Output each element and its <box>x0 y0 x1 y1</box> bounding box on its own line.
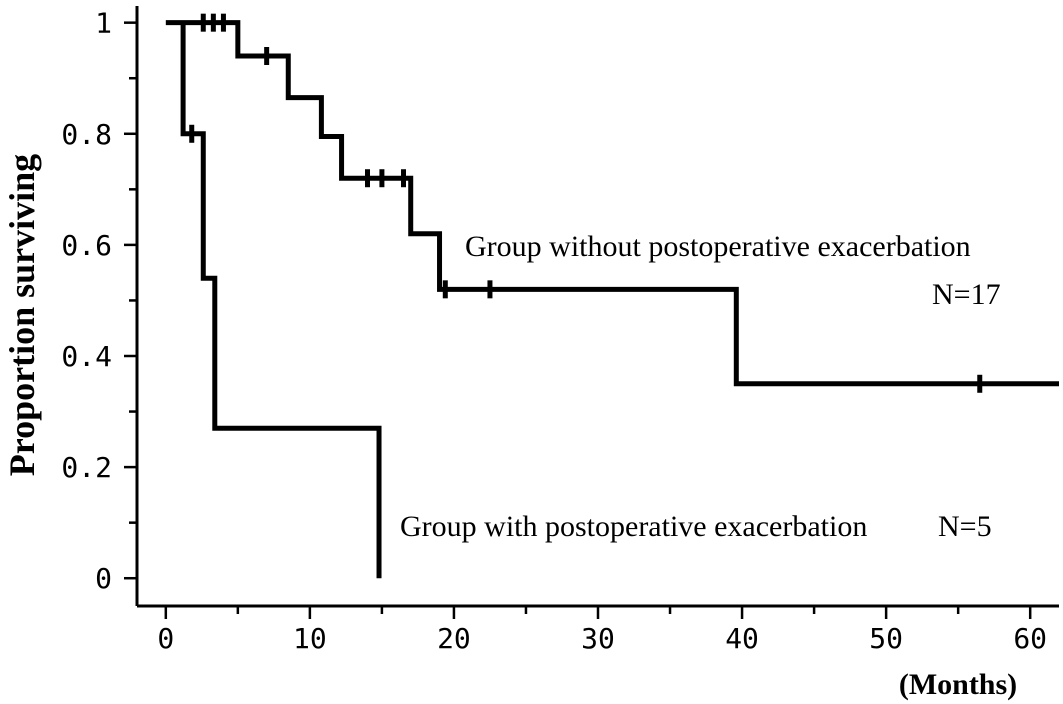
y-tick-label: 0.6 <box>61 229 112 262</box>
x-tick-label: 40 <box>725 622 759 655</box>
annotation-group-without-label: Group without postoperative exacerbation <box>465 230 971 263</box>
y-tick-label: 0 <box>95 562 112 595</box>
x-tick-label: 60 <box>1013 622 1047 655</box>
x-tick-label: 0 <box>157 622 174 655</box>
x-tick-label: 10 <box>293 622 327 655</box>
y-tick-label: 1 <box>95 7 112 40</box>
y-tick-label: 0.2 <box>61 451 112 484</box>
annotation-group-with-label: Group with postoperative exacerbation <box>400 510 867 543</box>
y-tick-label: 0.8 <box>61 118 112 151</box>
y-axis-title: Proportion surviving <box>2 154 42 476</box>
series-line-without-exacerbation <box>165 20 1059 387</box>
x-tick-label: 20 <box>437 622 471 655</box>
y-ticks: 0 0.2 0.4 0.6 0.8 1 <box>61 7 137 595</box>
y-tick-label: 0.4 <box>61 340 112 373</box>
x-tick-label: 50 <box>869 622 903 655</box>
x-axis-title: (Months) <box>899 668 1017 701</box>
x-tick-label: 30 <box>581 622 615 655</box>
series-layer <box>165 13 1059 579</box>
annotation-group-without-n: N=17 <box>932 278 1001 311</box>
series-line-with-exacerbation <box>180 22 382 579</box>
annotation-group-with-n: N=5 <box>938 510 992 543</box>
x-ticks: 0 10 20 30 40 50 60 <box>157 606 1047 655</box>
